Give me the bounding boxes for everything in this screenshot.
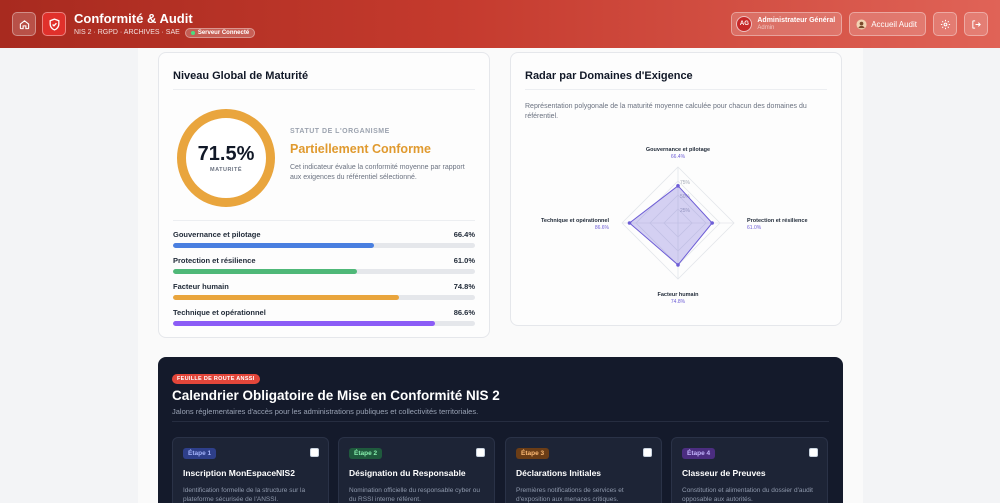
user-name: Administrateur Général [757, 16, 836, 24]
step-checkbox[interactable] [310, 448, 319, 457]
domain-track [173, 295, 475, 300]
domain-label: Gouvernance et pilotage [173, 230, 261, 239]
domain-label: Protection et résilience [173, 256, 256, 265]
step-badge: Étape 2 [349, 448, 383, 459]
domain-label: Technique et opérationnel [173, 308, 266, 317]
step-badge: Étape 1 [183, 448, 217, 459]
radar-point [710, 221, 714, 225]
axis-label: Facteur humain [658, 292, 700, 298]
roadmap-step-1[interactable]: Étape 1 Inscription MonEspaceNIS2 Identi… [172, 437, 329, 503]
axis-value: 74.8% [671, 299, 686, 305]
radar-polygon [628, 185, 713, 266]
app-logo [42, 12, 66, 36]
user-role: Admin [757, 24, 775, 31]
axis-value: 86.6% [595, 225, 610, 231]
roadmap-section: FEUILLE DE ROUTE ANSSI Calendrier Obliga… [158, 357, 843, 503]
step-title: Désignation du Responsable [349, 468, 466, 478]
domain-bar: Gouvernance et pilotage 66.4% [173, 230, 475, 248]
step-description: Nomination officielle du responsable cyb… [349, 487, 481, 503]
domain-bar: Technique et opérationnel 86.6% [173, 308, 475, 326]
step-description: Premières notifications de services et d… [516, 487, 624, 503]
step-checkbox[interactable] [476, 448, 485, 457]
roadmap-badge: FEUILLE DE ROUTE ANSSI [172, 374, 260, 384]
radar-point [676, 263, 680, 267]
domain-fill [173, 295, 399, 300]
app-header: Conformité & Audit NIS 2 · RGPD · ARCHIV… [0, 0, 1000, 48]
axis-label: Gouvernance et pilotage [646, 147, 710, 153]
ring-label: 25% [680, 208, 691, 214]
step-title: Déclarations Initiales [516, 468, 602, 478]
user-menu[interactable]: AG Administrateur Général Admin [731, 12, 843, 36]
home-button[interactable] [12, 12, 36, 36]
roadmap-title: Calendrier Obligatoire de Mise en Confor… [172, 388, 500, 403]
axis-value: 66.4% [671, 154, 686, 160]
domain-value: 74.8% [453, 282, 475, 291]
org-status-description: Cet indicateur évalue la conformité moye… [290, 164, 465, 181]
axis-value: 61.0% [747, 225, 762, 231]
server-status-badge: Serveur Connecté [184, 27, 256, 38]
domain-value: 86.6% [453, 308, 475, 317]
step-title: Inscription MonEspaceNIS2 [183, 468, 295, 478]
avatar: AG [736, 16, 753, 32]
app-subtitle: NIS 2 · RGPD · ARCHIVES · SAE [74, 29, 180, 36]
home-icon [19, 19, 29, 29]
user-icon [856, 18, 867, 30]
divider [173, 220, 475, 221]
domain-fill [173, 243, 374, 248]
domain-track [173, 321, 475, 326]
step-checkbox[interactable] [809, 448, 818, 457]
shield-check-icon [49, 17, 59, 31]
radar-point [627, 221, 632, 225]
step-title: Classeur de Preuves [682, 468, 766, 478]
radar-description: Représentation polygonale de la maturité… [525, 103, 807, 120]
roadmap-step-2[interactable]: Étape 2 Désignation du Responsable Nomin… [338, 437, 495, 503]
roadmap-step-4[interactable]: Étape 4 Classeur de Preuves Constitution… [671, 437, 828, 503]
ring-label: 75% [680, 180, 691, 186]
radar-title: Radar par Domaines d'Exigence [525, 70, 693, 82]
radar-points [627, 184, 714, 267]
maturity-card: Niveau Global de Maturité 71.5% MATURITÉ… [158, 52, 490, 338]
step-badge: Étape 4 [682, 448, 716, 459]
step-description: Constitution et alimentation du dossier … [682, 487, 813, 503]
axis-label: Protection et résilience [747, 218, 808, 224]
radar-chart: 75% 50% 25% Gouvernance et pilotage 66.4… [541, 147, 808, 305]
divider [172, 421, 829, 422]
server-status-label: Serveur Connecté [197, 29, 250, 36]
maturity-score: 71.5% [197, 143, 255, 165]
audit-home-button[interactable]: Accueil Audit [849, 12, 926, 36]
step-checkbox[interactable] [643, 448, 652, 457]
org-status-value: Partiellement Conforme [290, 142, 432, 156]
divider [173, 89, 475, 90]
roadmap-subtitle: Jalons réglementaires d'accès pour les a… [172, 407, 479, 416]
radar-point [676, 184, 680, 188]
axis-label: Technique et opérationnel [541, 218, 610, 224]
domain-bar: Protection et résilience 61.0% [173, 256, 475, 274]
status-dot [190, 30, 195, 35]
domain-value: 61.0% [453, 256, 475, 265]
ring-label: 50% [680, 194, 691, 200]
logout-icon [971, 19, 981, 29]
domain-bar: Facteur humain 74.8% [173, 282, 475, 300]
maturity-score-label: MATURITÉ [209, 167, 242, 173]
domain-track [173, 243, 475, 248]
step-badge: Étape 3 [516, 448, 550, 459]
divider [525, 89, 827, 90]
domain-track [173, 269, 475, 274]
maturity-title: Niveau Global de Maturité [173, 70, 309, 82]
roadmap-step-3[interactable]: Étape 3 Déclarations Initiales Premières… [505, 437, 662, 503]
org-status-label: STATUT DE L'ORGANISME [290, 128, 390, 135]
domain-fill [173, 269, 358, 274]
audit-home-label: Accueil Audit [871, 19, 917, 29]
domain-fill [173, 321, 435, 326]
gear-icon [940, 19, 950, 29]
settings-button[interactable] [933, 12, 957, 36]
domain-value: 66.4% [453, 230, 475, 239]
radar-card: Radar par Domaines d'Exigence Représenta… [510, 52, 842, 326]
maturity-gauge: 71.5% MATURITÉ [177, 109, 275, 207]
step-description: Identification formelle de la structure … [183, 487, 306, 503]
logout-button[interactable] [964, 12, 988, 36]
domain-label: Facteur humain [173, 282, 229, 291]
app-title: Conformité & Audit [74, 10, 193, 26]
